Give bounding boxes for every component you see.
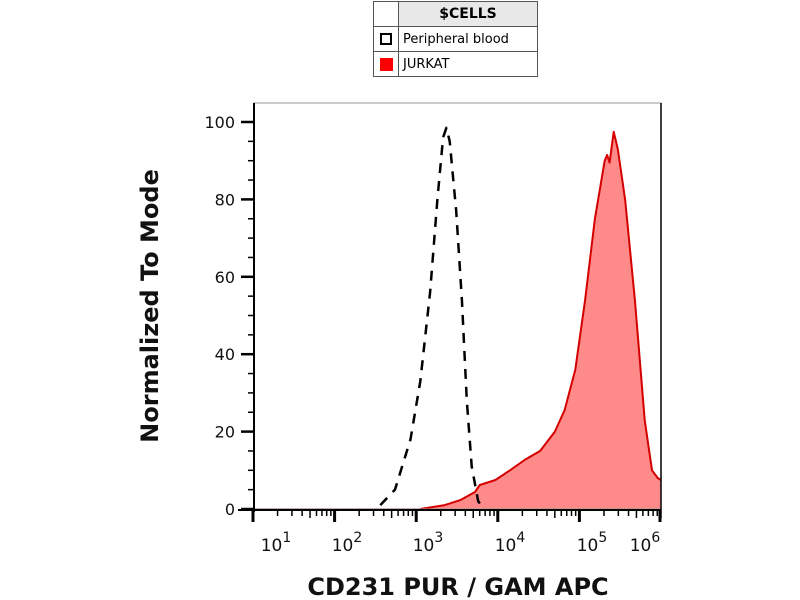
x-tick-label: 105 xyxy=(577,530,608,556)
x-tick-label: 103 xyxy=(413,530,444,556)
x-tick-base: 10 xyxy=(261,536,283,556)
y-tick-label: 80 xyxy=(215,190,235,209)
y-tick-label: 40 xyxy=(215,345,235,364)
x-tick-base: 10 xyxy=(630,536,652,556)
legend-swatch-filled-icon xyxy=(379,57,393,71)
x-tick-base: 10 xyxy=(332,536,354,556)
y-tick-label: 20 xyxy=(215,423,235,442)
series-line-1 xyxy=(420,130,662,510)
y-tick-label: 100 xyxy=(204,113,235,132)
legend-entry: JURKAT xyxy=(373,51,538,77)
legend-label: JURKAT xyxy=(398,51,538,77)
x-tick-label: 104 xyxy=(495,530,526,556)
x-tick-base: 10 xyxy=(577,536,599,556)
x-tick-label: 106 xyxy=(630,530,661,556)
legend-label: Peripheral blood xyxy=(398,26,538,52)
x-tick-label: 102 xyxy=(332,530,363,556)
y-tick-label: 60 xyxy=(215,268,235,287)
series-line-0 xyxy=(379,126,485,510)
y-tick-label: 0 xyxy=(225,500,235,519)
x-axis-title: CD231 PUR / GAM APC xyxy=(307,573,608,600)
legend: $CELLS Peripheral blood JURKAT xyxy=(373,1,538,77)
x-tick-base: 10 xyxy=(413,536,435,556)
y-axis-title: Normalized To Mode xyxy=(136,169,164,443)
x-tick-exponent: 3 xyxy=(434,530,443,546)
legend-title: $CELLS xyxy=(398,1,538,27)
x-tick-exponent: 1 xyxy=(282,530,291,546)
x-tick-base: 10 xyxy=(495,536,517,556)
x-tick-exponent: 6 xyxy=(651,530,660,546)
x-tick-exponent: 5 xyxy=(598,530,607,546)
legend-entry: Peripheral blood xyxy=(373,26,538,52)
x-tick-exponent: 4 xyxy=(516,530,525,546)
x-tick-exponent: 2 xyxy=(353,530,362,546)
x-tick-label: 101 xyxy=(261,530,292,556)
series-area-1 xyxy=(420,131,661,509)
legend-swatch-outline-icon xyxy=(380,33,392,45)
